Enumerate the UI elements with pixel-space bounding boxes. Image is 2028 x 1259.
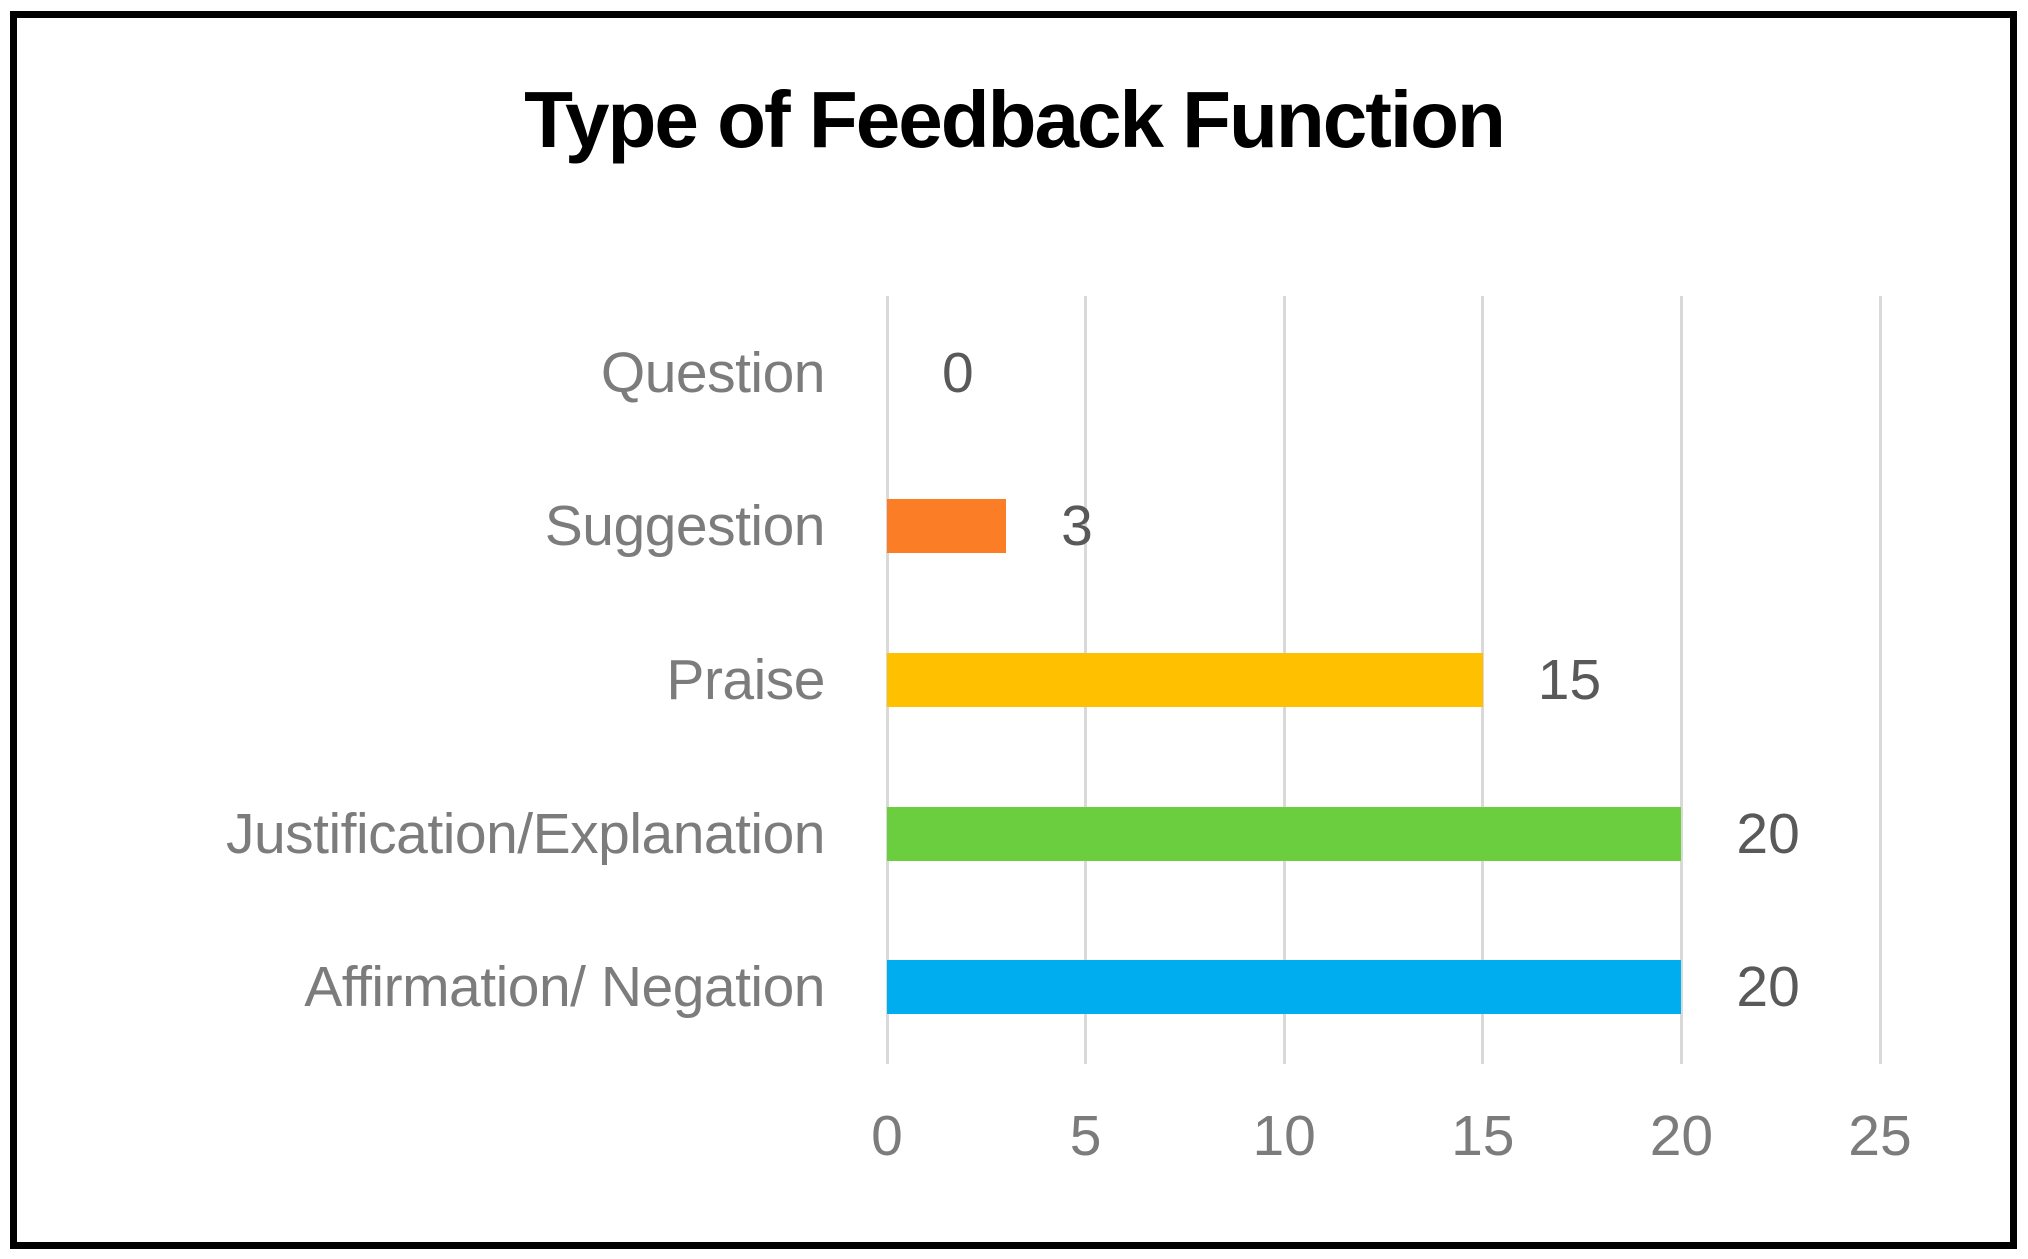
- gridline: [1481, 296, 1485, 1064]
- bar-suggestion: [887, 499, 1007, 554]
- category-label: Praise: [666, 648, 825, 712]
- bar-data-label: 3: [1061, 494, 1093, 559]
- x-tick-label: 0: [871, 1104, 903, 1168]
- plot-area: 0 3 15 20 20: [885, 296, 1882, 1064]
- x-tick-label: 20: [1649, 1104, 1714, 1168]
- bar-praise: [887, 653, 1483, 707]
- bar-data-label: 20: [1736, 955, 1800, 1020]
- x-tick-label: 25: [1848, 1104, 1912, 1168]
- category-label: Question: [600, 340, 826, 405]
- x-tick-label: 15: [1451, 1104, 1515, 1168]
- category-label: Suggestion: [544, 494, 826, 559]
- x-tick-label: 10: [1252, 1104, 1316, 1168]
- value-axis: 0 5 10 15 20 25: [871, 1104, 1912, 1178]
- category-label: Justification/Explanation: [225, 801, 826, 866]
- category-axis: Question Suggestion Praise Justification/Ex…: [40, 296, 826, 1064]
- category-label: Affirmation/ Negation: [304, 955, 825, 1020]
- bar-justification-explanation: [887, 806, 1682, 861]
- bar-data-label: 20: [1736, 801, 1800, 866]
- x-tick-label: 5: [1069, 1104, 1102, 1168]
- bar-data-label: 15: [1537, 648, 1602, 712]
- chart-title: Type of Feedback Function: [524, 75, 1506, 164]
- bar-data-label: 0: [942, 340, 974, 405]
- bar-affirmation-negation: [887, 960, 1682, 1015]
- gridline: [1679, 296, 1683, 1064]
- gridline: [1878, 296, 1882, 1064]
